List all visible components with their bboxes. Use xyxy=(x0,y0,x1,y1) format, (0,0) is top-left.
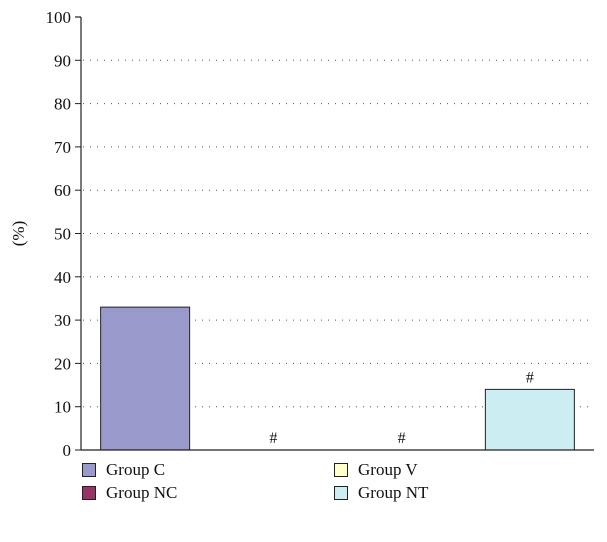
y-tick-label-40: 40 xyxy=(54,268,71,287)
y-tick-label-20: 20 xyxy=(54,354,71,373)
bar-group-nt xyxy=(484,388,575,451)
y-tick-label-50: 50 xyxy=(54,225,71,244)
y-tick-label-90: 90 xyxy=(54,51,71,70)
y-tick-label-80: 80 xyxy=(54,95,71,114)
y-axis-label: (%) xyxy=(9,221,28,246)
annotation-layer: # # # xyxy=(269,369,534,447)
bars-layer xyxy=(100,306,575,451)
y-tick-label-10: 10 xyxy=(54,398,71,417)
bar-group-c xyxy=(100,306,191,451)
y-axis-ticks: 0 10 20 30 40 50 60 70 80 90 100 xyxy=(46,8,81,460)
y-tick-label-30: 30 xyxy=(54,311,71,330)
axis-layer xyxy=(75,16,594,451)
y-tick-label-0: 0 xyxy=(63,441,72,460)
y-tick-label-100: 100 xyxy=(46,8,72,27)
y-tick-label-60: 60 xyxy=(54,181,71,200)
bar-annotation-group-nc: # xyxy=(269,430,277,447)
bar-annotation-group-nt: # xyxy=(526,369,534,386)
y-tick-label-70: 70 xyxy=(54,138,71,157)
bar-annotation-group-v: # xyxy=(398,430,406,447)
